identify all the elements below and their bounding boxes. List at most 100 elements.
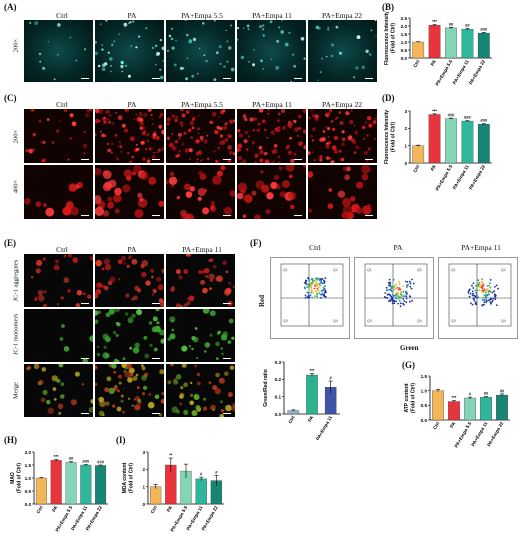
significance-label: ## (449, 22, 454, 27)
panel-label-i: (I) (116, 435, 126, 445)
y-tick-label: 3 (404, 109, 407, 114)
significance-label: *** (54, 454, 59, 459)
micrograph-c-200-3 (237, 109, 306, 163)
y-axis-label: Fluorescence Intensity (384, 12, 390, 65)
micrograph-c-400-1 (95, 165, 164, 219)
scale-bar (294, 77, 302, 79)
bar (464, 397, 476, 421)
bar (461, 29, 474, 59)
micrograph-e-1-1 (95, 309, 164, 362)
significance-label: *** (432, 108, 437, 113)
micrograph-c-200-2 (166, 109, 235, 163)
col-header-empa55: PA+Empa 5.5 (181, 11, 223, 20)
significance-label: ## (69, 456, 74, 461)
significance-label: ### (448, 113, 456, 118)
scale-bar (223, 412, 231, 414)
scale-bar (81, 158, 89, 160)
flow-quadrant-label: Q3 (451, 319, 456, 323)
flow-col-ctrl: Ctrl (309, 243, 321, 252)
micrograph-e-2-2 (166, 364, 235, 417)
flow-quadrant-label: Q3 (283, 319, 288, 323)
panel-label-c: (C) (4, 93, 17, 103)
y-tick-label: 0.0 (25, 502, 32, 507)
bar (445, 27, 457, 59)
y-tick-label: 1.5 (421, 374, 428, 379)
scale-bar (152, 77, 160, 79)
micrograph-c-200-0 (24, 109, 93, 163)
x-tick-label: Ctrl (287, 415, 295, 424)
x-tick-label: PA+Empa 22 (85, 505, 103, 532)
panel-label-e: (E) (4, 238, 16, 248)
significance-label: ### (480, 27, 488, 32)
significance-label: # (330, 376, 333, 381)
x-tick-label: PA+Empa 5.5 (435, 59, 454, 87)
scale-bar (294, 158, 302, 160)
bar (461, 120, 474, 164)
y-tick-label: 0.0 (421, 418, 428, 423)
micrograph-a-1 (95, 20, 164, 82)
micrograph-e-1-2 (166, 309, 235, 362)
flow-quadrant-label: Q2 (501, 268, 506, 272)
micrograph-c-200-1 (95, 109, 164, 163)
bar (477, 32, 490, 59)
x-tick-label: PA+Empa 11 (452, 59, 470, 86)
y-axis-label: (Fold of Ctrl) (391, 122, 397, 152)
flow-quadrant-label: Q3 (367, 319, 372, 323)
panel-label-h: (H) (4, 435, 17, 445)
flow-col-empa11: PA+Empa 11 (461, 243, 501, 252)
bar (80, 464, 92, 505)
y-tick-label: 0.5 (401, 48, 408, 53)
y-tick-label: 2 (404, 126, 407, 131)
y-axis-label: (Fold of Ctrl) (391, 23, 397, 53)
panel-label-d: (D) (382, 93, 395, 103)
significance-label: ## (500, 388, 505, 393)
flow-quadrant-label: Q4 (501, 319, 506, 323)
y-tick-label: 2.5 (401, 16, 408, 21)
significance-label: ** (169, 453, 173, 458)
micrograph-e-2-0 (24, 364, 93, 417)
bar (306, 374, 318, 415)
y-axis-label: (Fold of Ctrl) (17, 463, 23, 493)
micrograph-c-400-3 (237, 165, 306, 219)
scale-bar (294, 214, 302, 216)
y-tick-label: 0.2 (275, 377, 282, 382)
y-tick-label: 1.5 (25, 463, 32, 468)
x-tick-label: PA (51, 504, 59, 512)
row-label-a-200x: 200× (12, 38, 20, 53)
row-label-c-200x: 200× (12, 129, 20, 144)
y-tick-label: 0.3 (275, 360, 282, 365)
significance-label: ### (464, 115, 472, 120)
y-axis-label: MDA content (122, 462, 128, 493)
chart-f: 0.0 0.1 0.2 0.3 Ctrl *** PA # PA+Empa 11 Green/Re… (263, 360, 340, 440)
bar (195, 478, 207, 505)
scale-bar (81, 77, 89, 79)
col-header-empa11: PA+Empa 11 (182, 245, 222, 254)
y-tick-label: 2.0 (401, 24, 408, 29)
bar (95, 465, 107, 505)
micrograph-e-2-1 (95, 364, 164, 417)
x-tick-label: PA+Empa 22 (468, 164, 486, 191)
y-axis-label: (Fold of Ctrl) (129, 463, 135, 493)
y-tick-label: 1.0 (421, 388, 428, 393)
x-tick-label: PA (430, 163, 438, 171)
x-tick-label: Ctrl (35, 505, 43, 514)
row-label-merge: Merge (12, 382, 20, 399)
micrograph-a-3 (237, 20, 306, 82)
bar (35, 477, 47, 505)
panel-label-f: (F) (250, 238, 262, 248)
significance-label: # (215, 470, 218, 475)
scale-bar (152, 357, 160, 359)
scale-bar (81, 302, 89, 304)
scale-bar (152, 214, 160, 216)
x-tick-label: PA+Empa 22 (486, 421, 504, 448)
scale-bar (152, 158, 160, 160)
col-header-empa22: PA+Empa 22 (322, 100, 362, 109)
significance-label: ### (97, 460, 105, 465)
scale-bar (152, 302, 160, 304)
scale-bar (223, 214, 231, 216)
bar (428, 25, 441, 59)
scale-bar (365, 77, 373, 79)
bar (480, 396, 492, 421)
micrograph-c-400-2 (166, 165, 235, 219)
significance-label: ## (484, 391, 489, 396)
